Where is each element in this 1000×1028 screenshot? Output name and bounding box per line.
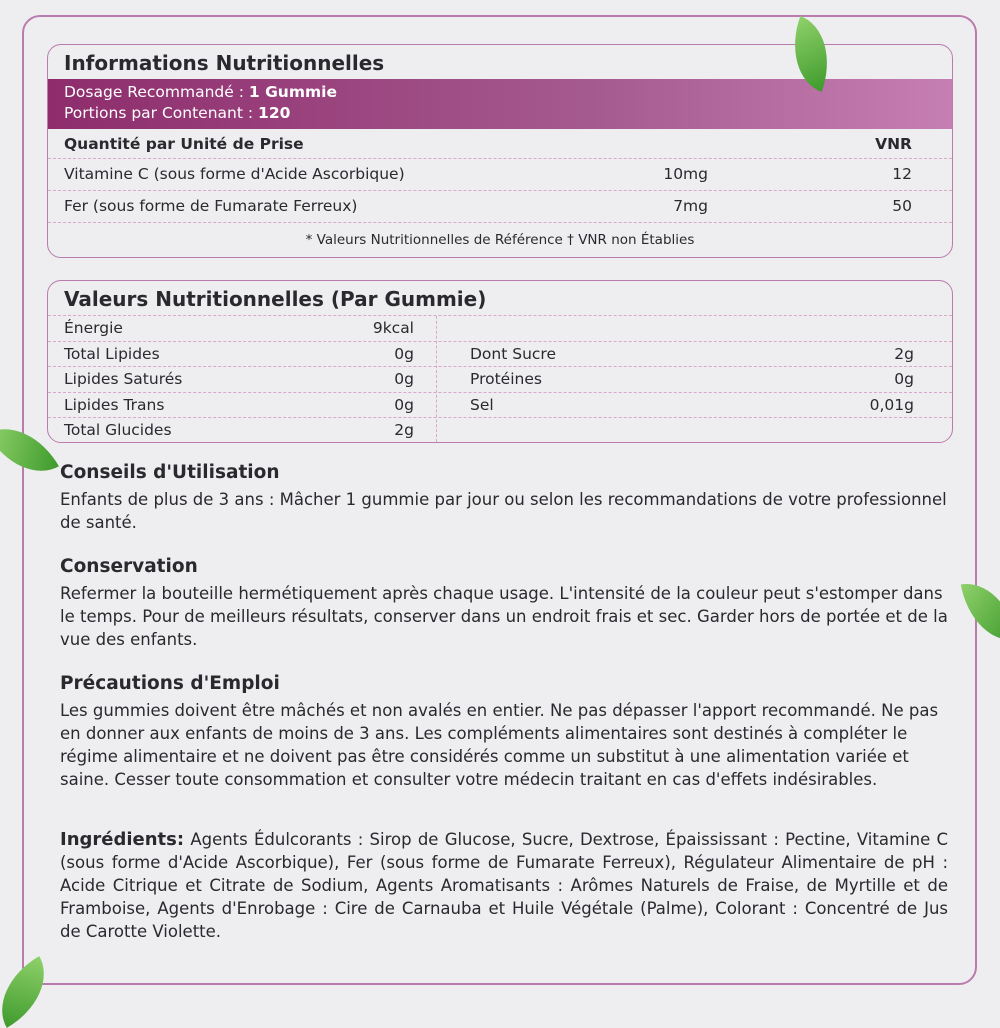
storage-section: Conservation Refermer la bouteille hermé…	[60, 554, 948, 651]
nutrient-vnr: 12	[892, 165, 912, 183]
table-row: Vitamine C (sous forme d'Acide Ascorbiqu…	[48, 159, 952, 191]
column-divider	[436, 316, 437, 442]
dosage-value: 1 Gummie	[248, 83, 337, 101]
section-title: Précautions d'Emploi	[60, 673, 280, 694]
nutrient-value: 0g	[894, 370, 914, 388]
nutrient-name: Protéines	[470, 370, 542, 388]
nutrient-name: Lipides Trans	[64, 395, 165, 414]
nutrient-value: 0g	[394, 395, 414, 414]
nutrient-amount: 7mg	[673, 197, 708, 215]
nutrient-name: Total Glucides	[64, 421, 172, 439]
header-vnr: VNR	[875, 135, 912, 153]
nutrition-values-table: Valeurs Nutritionnelles (Par Gummie) Éne…	[47, 280, 953, 443]
table-row: Énergie 9kcal	[48, 316, 952, 342]
nutrient-amount: 10mg	[663, 165, 708, 183]
nutrition-info-table: Informations Nutritionnelles Dosage Reco…	[47, 44, 953, 258]
outer-frame	[22, 15, 977, 985]
precautions-section: Précautions d'Emploi Les gummies doivent…	[60, 671, 948, 791]
dosage-label: Dosage Recommandé :	[64, 83, 249, 101]
table-row: Total Glucides 2g	[48, 418, 952, 442]
nutrient-value: 2g	[894, 344, 914, 363]
table-row: Fer (sous forme de Fumarate Ferreux) 7mg…	[48, 191, 952, 223]
section-title: Conservation	[60, 556, 198, 577]
section-text: Enfants de plus de 3 ans : Mâcher 1 gumm…	[60, 490, 947, 532]
nutrient-value: 0g	[394, 370, 414, 388]
header-qty: Quantité par Unité de Prise	[64, 135, 304, 153]
section-text: Refermer la bouteille hermétiquement apr…	[60, 584, 948, 649]
usage-section: Conseils d'Utilisation Enfants de plus d…	[60, 460, 948, 534]
table-row: Lipides Trans 0g Sel 0,01g	[48, 393, 952, 418]
nutrient-name: Total Lipides	[64, 344, 160, 363]
nutrient-value: 0g	[394, 344, 414, 363]
nutrient-value: 9kcal	[372, 319, 414, 337]
nutrient-value: 0,01g	[869, 395, 914, 414]
portions-value: 120	[258, 104, 291, 122]
nutrient-name: Énergie	[64, 319, 123, 337]
ingredients-section: Ingrédients: Agents Édulcorants : Sirop …	[60, 828, 948, 943]
nutrient-name: Fer (sous forme de Fumarate Ferreux)	[64, 197, 358, 215]
dosage-band: Dosage Recommandé : 1 Gummie Portions pa…	[48, 79, 952, 129]
table-row: Total Lipides 0g Dont Sucre 2g	[48, 342, 952, 367]
footnote: * Valeurs Nutritionnelles de Référence †…	[305, 232, 695, 248]
ingredients-title: Ingrédients:	[60, 829, 185, 850]
nutrient-vnr: 50	[892, 197, 912, 215]
table-row: Lipides Saturés 0g Protéines 0g	[48, 367, 952, 393]
nutrient-value: 2g	[394, 421, 414, 439]
nutrient-name: Lipides Saturés	[64, 370, 183, 388]
nutrient-name: Vitamine C (sous forme d'Acide Ascorbiqu…	[64, 165, 405, 183]
table-title: Valeurs Nutritionnelles (Par Gummie)	[48, 281, 952, 316]
table-header: Quantité par Unité de Prise VNR	[48, 129, 952, 159]
section-title: Conseils d'Utilisation	[60, 462, 280, 483]
section-text: Les gummies doivent être mâchés et non a…	[60, 701, 939, 789]
portions-label: Portions par Contenant :	[64, 104, 259, 122]
table-title: Informations Nutritionnelles	[64, 51, 385, 75]
ingredients-text: Agents Édulcorants : Sirop de Glucose, S…	[60, 830, 948, 941]
nutrient-name: Dont Sucre	[470, 344, 556, 363]
nutrient-name: Sel	[470, 395, 494, 414]
